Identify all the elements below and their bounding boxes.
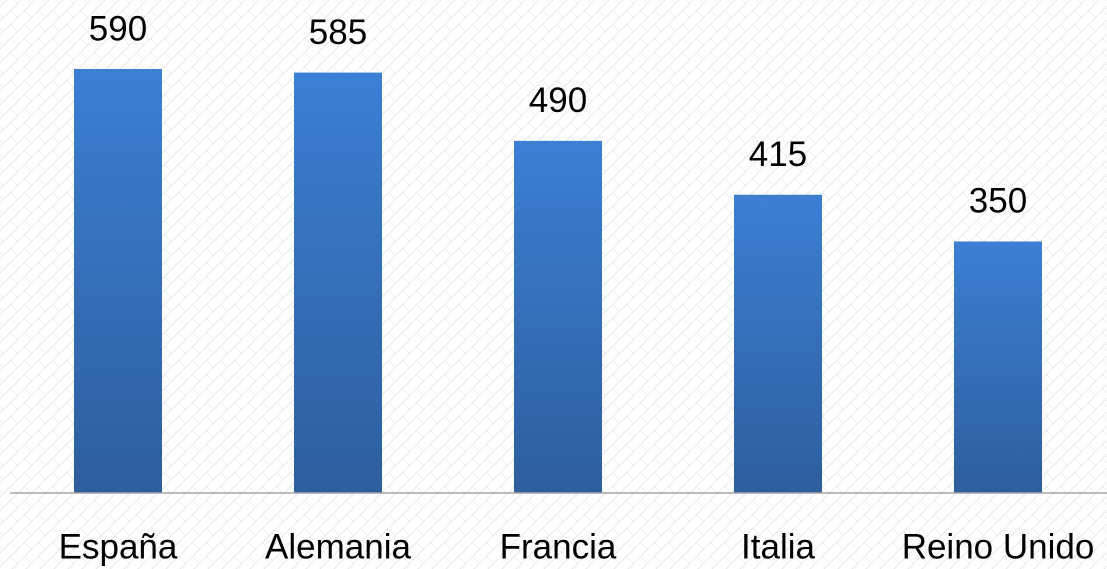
bar	[294, 72, 382, 493]
value-label: 585	[309, 13, 367, 52]
bar	[74, 69, 162, 493]
bar	[954, 241, 1042, 493]
x-tick-label: Alemania	[265, 527, 411, 566]
bar	[734, 194, 822, 494]
x-tick-label: España	[59, 527, 178, 566]
x-tick-label: Reino Unido	[902, 527, 1095, 566]
value-label: 415	[749, 135, 807, 174]
bar	[514, 140, 602, 493]
value-label: 590	[89, 9, 147, 48]
value-label: 350	[969, 182, 1027, 221]
plot	[74, 69, 1042, 494]
value-label: 490	[529, 81, 587, 120]
x-tick-label: Italia	[741, 527, 815, 566]
x-tick-label: Francia	[500, 527, 617, 566]
